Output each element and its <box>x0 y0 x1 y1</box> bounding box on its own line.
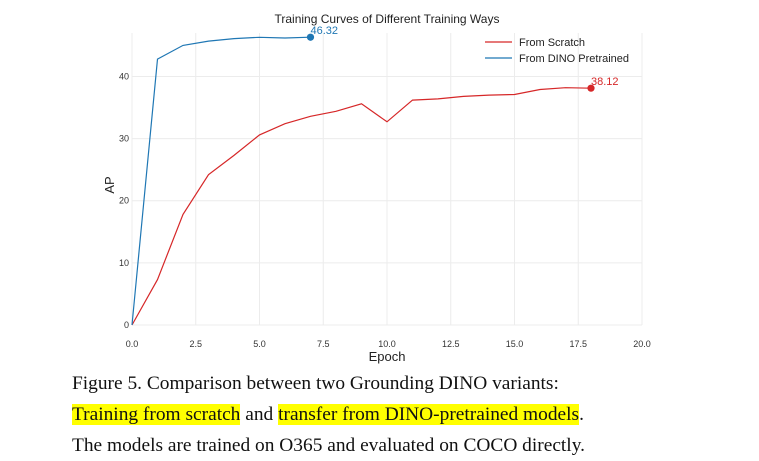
legend-label-from-dino-pretrained: From DINO Pretrained <box>519 53 629 65</box>
caption-highlight-scratch: Training from scratch <box>72 404 241 425</box>
legend-label-from-scratch: From Scratch <box>519 37 585 49</box>
x-axis-label: Epoch <box>369 349 406 364</box>
figure-caption: Figure 5. Comparison between two Groundi… <box>72 368 692 461</box>
caption-connector: and <box>240 404 279 425</box>
caption-line-1: Figure 5. Comparison between two Groundi… <box>72 373 559 394</box>
grid-lines <box>131 33 643 326</box>
y-axis-ticks: 0 10 20 30 40 <box>119 71 129 330</box>
series-end-marker-0 <box>587 84 595 92</box>
x-tick-label: 2.5 <box>189 339 202 349</box>
series-end-label-1: 46.32 <box>311 25 339 37</box>
y-tick-label: 20 <box>119 196 129 206</box>
series-line-0 <box>131 87 592 326</box>
chart-title: Training Curves of Different Training Wa… <box>275 12 500 26</box>
x-tick-label: 0.0 <box>126 339 139 349</box>
caption-highlight-transfer: transfer from DINO-pretrained models <box>278 404 580 425</box>
y-tick-label: 40 <box>119 71 129 81</box>
y-tick-label: 10 <box>119 258 129 268</box>
x-tick-label: 20.0 <box>633 339 651 349</box>
series-end-marker-1 <box>306 33 315 41</box>
x-tick-label: 15.0 <box>506 339 524 349</box>
y-tick-label: 30 <box>119 134 129 144</box>
x-axis-ticks: 0.0 2.5 5.0 7.5 10.0 12.5 15.0 17.5 20.0 <box>126 339 651 349</box>
series-line-1 <box>131 36 311 326</box>
series-end-label-0: 38.12 <box>591 76 619 88</box>
caption-line-2: Training from scratch and transfer from … <box>72 399 692 430</box>
x-tick-label: 10.0 <box>378 339 396 349</box>
x-tick-label: 7.5 <box>317 339 330 349</box>
y-axis-label: AP <box>102 176 117 193</box>
y-tick-label: 0 <box>124 320 129 330</box>
x-tick-label: 5.0 <box>253 339 266 349</box>
x-tick-label: 17.5 <box>569 339 587 349</box>
legend: From Scratch From DINO Pretrained <box>485 37 629 65</box>
x-tick-label: 12.5 <box>442 339 460 349</box>
caption-period: . <box>579 404 584 425</box>
series-lines: 38.12 46.32 <box>131 25 619 326</box>
training-curves-chart: 0.0 2.5 5.0 7.5 10.0 12.5 15.0 17.5 20.0 0 10 20 30… <box>102 12 651 364</box>
caption-line-3: The models are trained on O365 and evalu… <box>72 435 585 456</box>
